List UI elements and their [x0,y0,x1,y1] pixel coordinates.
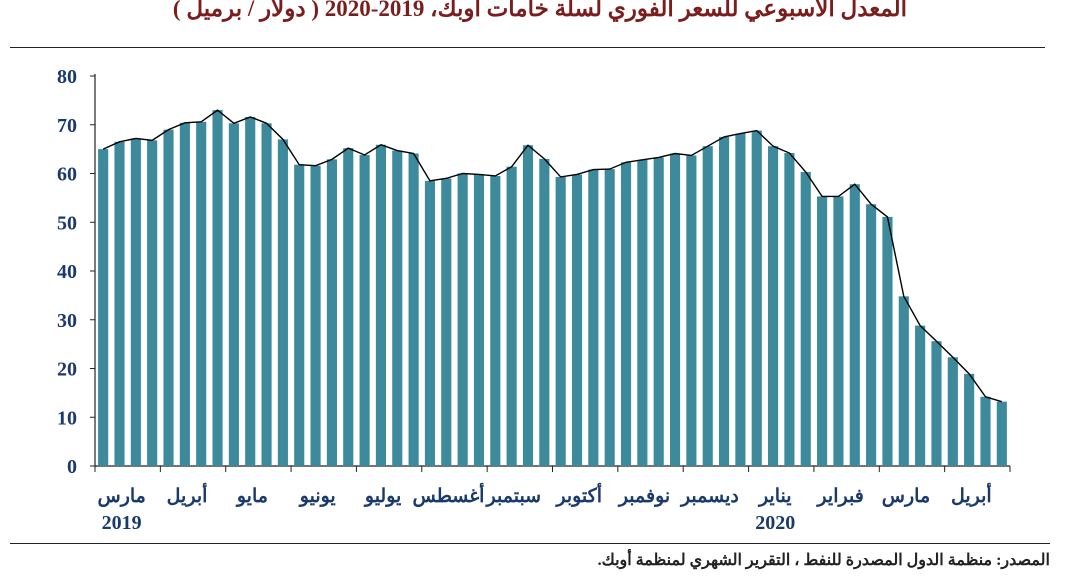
bar [98,149,109,466]
bar [359,154,370,466]
bar [882,216,893,466]
bar [147,140,158,466]
bar [261,123,272,466]
bar [735,133,746,466]
y-tick-label: 40 [57,261,77,283]
x-tick-label: أغسطس [412,482,484,507]
bar [947,357,958,466]
bar [490,175,501,466]
series-line [102,109,1003,403]
bar [571,174,583,466]
bar [588,169,599,466]
x-tick-label: نوفمبر [617,486,670,507]
top-divider [10,47,1045,48]
bar [408,153,419,466]
bar [996,401,1007,466]
bar [604,169,615,467]
x-tick-label: ديسمبر [679,486,739,507]
year-label: 2019 [102,512,142,534]
bar [980,396,991,466]
bar [130,138,141,466]
y-tick-label: 60 [57,164,77,186]
x-tick-label: يونيو [298,486,336,507]
bar [294,164,305,466]
bar [228,123,239,466]
bar [539,158,550,466]
bar [964,373,975,466]
bar [555,176,566,466]
bar [441,178,452,466]
x-tick-label: يناير [757,486,792,507]
bar [326,159,337,467]
bar [196,121,207,466]
bar [931,341,942,466]
x-tick-label: أبريل [951,482,992,507]
bar [637,159,648,466]
bar [833,196,844,466]
bar [506,166,517,467]
bar [751,130,762,466]
bar [375,144,387,467]
bar [669,153,681,466]
bar [163,129,174,466]
bar [784,153,795,466]
bar [277,139,288,466]
bar [817,196,828,466]
bottom-divider [10,543,1050,544]
x-tick-label: مايو [235,486,268,507]
bar [768,146,779,466]
y-tick-label: 50 [57,212,77,234]
bar [424,180,436,466]
bar [620,162,632,466]
x-tick-label: مارس [98,486,146,507]
x-tick-label: أكتوبر [554,482,602,507]
bar [212,110,223,466]
y-tick-label: 80 [57,66,77,88]
bar [522,145,534,466]
bar [114,141,125,466]
bar [179,122,190,467]
y-tick-label: 20 [57,359,77,381]
bar [898,296,909,466]
chart-title: المعدل الاسبوعي للسعر الفوري لسلة خامات … [172,0,908,21]
bar [245,116,256,466]
y-tick-label: 0 [67,456,77,478]
source-note: المصدر: منظمة الدول المصدرة للنفط ، التق… [597,552,1050,569]
bar [702,146,713,466]
x-tick-label: سبتمبر [485,486,542,507]
bar [686,155,697,466]
y-tick-label: 30 [57,310,77,332]
x-tick-label: يوليو [363,486,401,507]
x-tick-label: فبراير [815,486,863,507]
bar [915,325,926,466]
bar [392,150,403,466]
bar [457,173,468,466]
bar [849,184,860,466]
bar [473,174,485,466]
x-tick-label: مارس [882,486,930,507]
year-label: 2020 [755,512,795,534]
y-tick-label: 10 [57,407,77,429]
bar [800,172,811,466]
x-tick-label: أبريل [167,482,208,507]
bar [653,157,664,466]
bar [718,136,730,466]
bar [343,148,354,466]
y-tick-label: 70 [57,115,77,137]
bar [866,204,877,466]
bar [310,165,321,466]
